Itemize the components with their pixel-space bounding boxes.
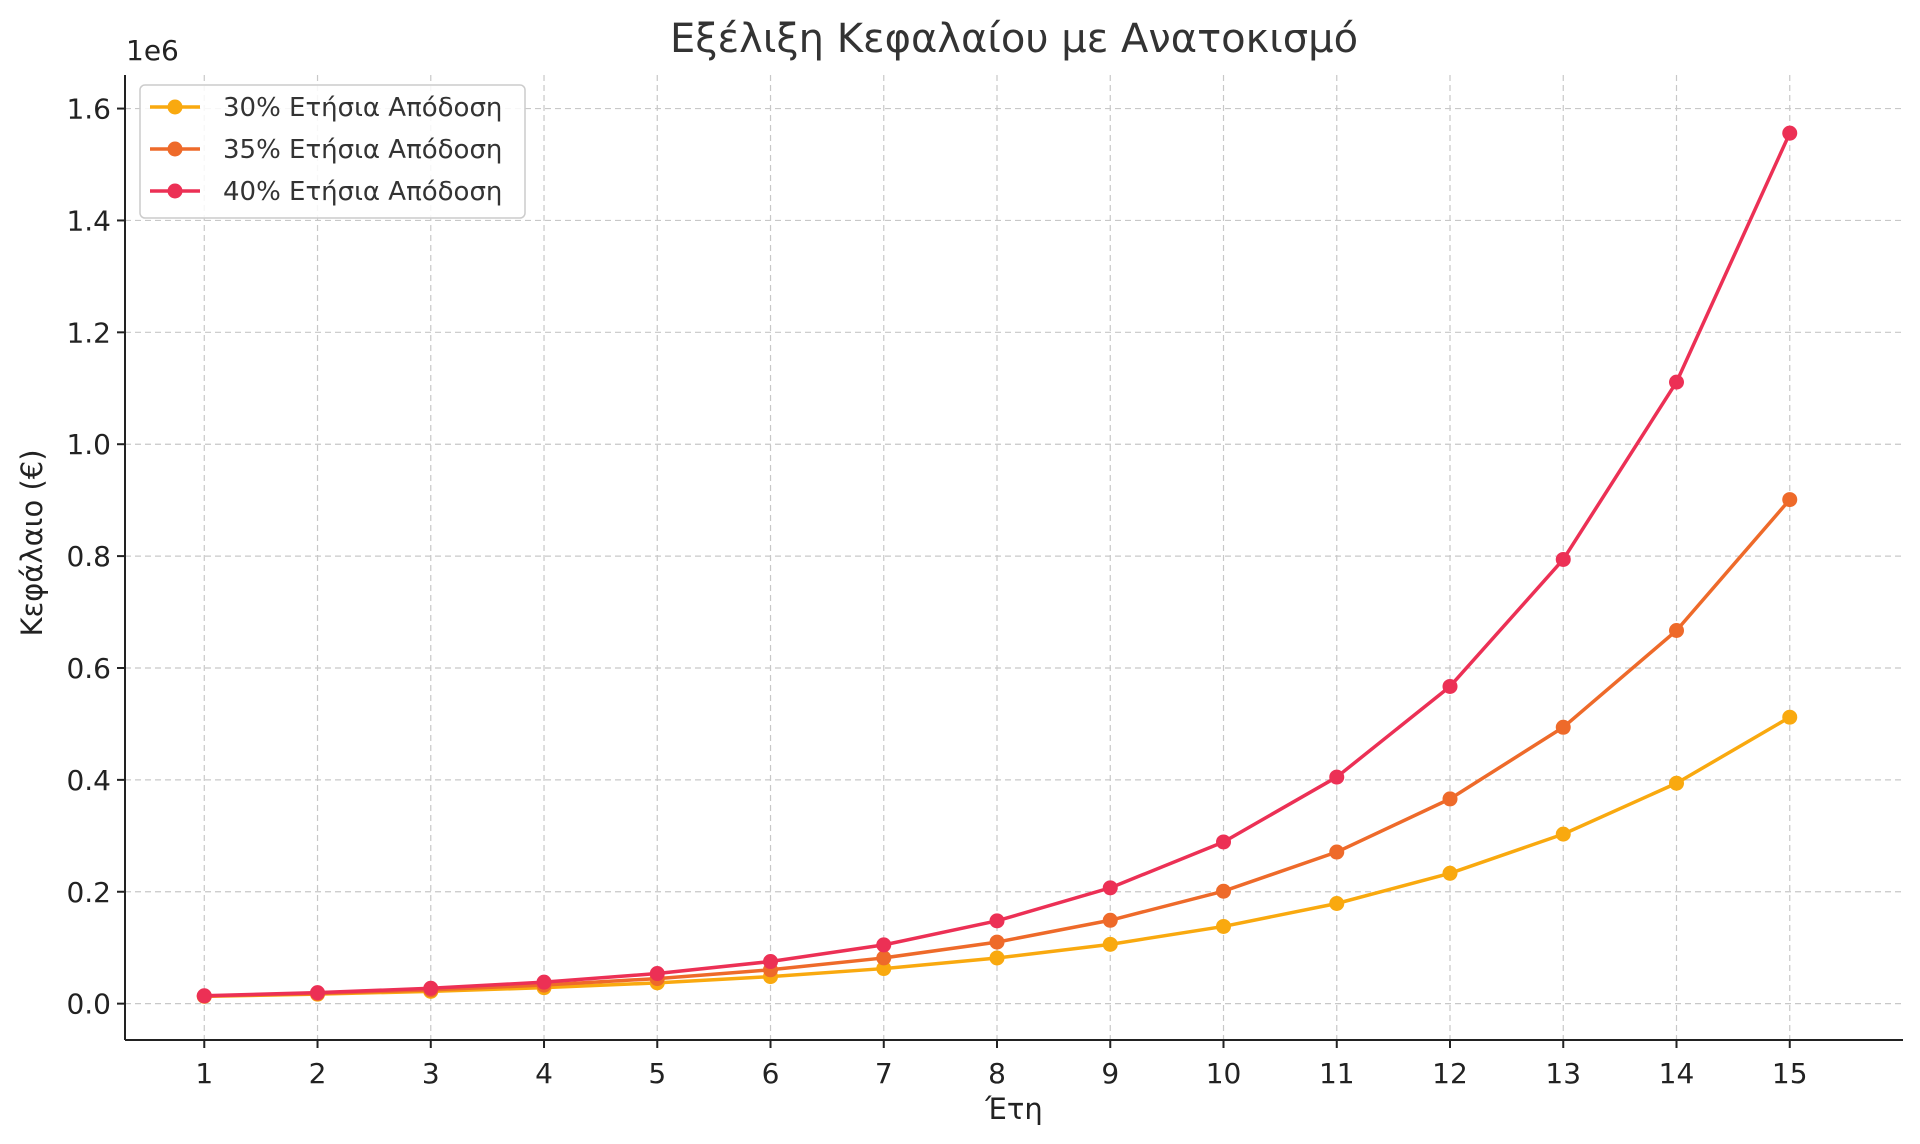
data-point xyxy=(1216,834,1232,850)
x-tick-label: 5 xyxy=(648,1057,666,1090)
y-tick-label: 1.0 xyxy=(66,428,111,461)
y-tick-label: 0.0 xyxy=(66,988,111,1021)
data-point xyxy=(1669,374,1685,390)
x-tick-label: 15 xyxy=(1772,1057,1808,1090)
data-point xyxy=(876,950,892,966)
axes: 1 2 3 4 5 6 7 8 9 10 11 12 13 14 150.00.20.40.60.81.01… xyxy=(66,75,1903,1090)
legend-entry: 30% Ετήσια Απόδοση xyxy=(150,93,502,123)
data-point xyxy=(310,985,326,1001)
x-tick-label: 4 xyxy=(535,1057,553,1090)
data-point xyxy=(1555,719,1571,735)
legend-entry: 40% Ετήσια Απόδοση xyxy=(150,177,502,207)
y-tick-label: 1.2 xyxy=(66,316,111,349)
data-point xyxy=(1329,896,1345,912)
data-point xyxy=(1669,623,1685,639)
data-point xyxy=(989,934,1005,950)
data-point xyxy=(649,966,665,982)
series-group xyxy=(196,125,1798,1004)
legend-entry: 35% Ετήσια Απόδοση xyxy=(150,135,502,165)
data-point xyxy=(763,954,779,970)
legend-label: 30% Ετήσια Απόδοση xyxy=(223,93,502,123)
legend-marker-swatch xyxy=(167,141,183,157)
legend: 30% Ετήσια Απόδοση 35% Ετήσια Απόδοση 40% … xyxy=(139,84,526,219)
data-point xyxy=(423,980,439,996)
x-tick-label: 13 xyxy=(1545,1057,1581,1090)
x-tick-label: 6 xyxy=(762,1057,780,1090)
data-point xyxy=(989,950,1005,966)
y-tick-label: 0.4 xyxy=(66,764,111,797)
x-tick-label: 2 xyxy=(309,1057,327,1090)
data-point xyxy=(1669,775,1685,791)
data-point xyxy=(876,937,892,953)
legend-marker-swatch xyxy=(167,183,183,199)
data-point xyxy=(1782,125,1798,141)
data-point xyxy=(1329,769,1345,785)
data-point xyxy=(1442,791,1458,807)
data-point xyxy=(1442,678,1458,694)
x-tick-label: 12 xyxy=(1432,1057,1468,1090)
data-point xyxy=(1782,709,1798,725)
legend-label: 40% Ετήσια Απόδοση xyxy=(223,177,502,207)
data-point xyxy=(1216,918,1232,934)
legend-marker-swatch xyxy=(167,99,183,115)
x-tick-label: 1 xyxy=(195,1057,213,1090)
data-point xyxy=(1555,826,1571,842)
x-tick-label: 10 xyxy=(1206,1057,1242,1090)
series-3 xyxy=(196,125,1798,1004)
data-point xyxy=(1782,492,1798,508)
chart-title: Εξέλιξη Κεφαλαίου με Ανατοκισμό xyxy=(670,16,1358,62)
y-tick-label: 0.6 xyxy=(66,652,111,685)
data-point xyxy=(1555,551,1571,567)
legend-box xyxy=(139,84,526,219)
data-point xyxy=(1102,936,1118,952)
y-tick-label: 1.4 xyxy=(66,204,111,237)
data-point xyxy=(1216,883,1232,899)
data-point xyxy=(1329,844,1345,860)
x-tick-label: 14 xyxy=(1659,1057,1695,1090)
data-point xyxy=(876,961,892,977)
x-tick-label: 11 xyxy=(1319,1057,1355,1090)
x-tick-label: 8 xyxy=(988,1057,1006,1090)
y-tick-label: 0.2 xyxy=(66,876,111,909)
data-point xyxy=(1442,865,1458,881)
x-tick-label: 7 xyxy=(875,1057,893,1090)
y-axis-label: Κεφάλαιο (€) xyxy=(15,449,49,636)
grid xyxy=(125,75,1903,1040)
y-axis-offset-label: 1e6 xyxy=(126,34,179,67)
data-point xyxy=(1102,912,1118,928)
data-point xyxy=(536,974,552,990)
x-axis-label: Έτη xyxy=(984,1092,1042,1126)
x-tick-label: 9 xyxy=(1101,1057,1119,1090)
legend-label: 35% Ετήσια Απόδοση xyxy=(223,135,502,165)
x-tick-label: 3 xyxy=(422,1057,440,1090)
y-tick-label: 0.8 xyxy=(66,540,111,573)
data-point xyxy=(196,988,212,1004)
y-tick-label: 1.6 xyxy=(66,93,111,126)
data-point xyxy=(989,913,1005,929)
data-point xyxy=(1102,880,1118,896)
